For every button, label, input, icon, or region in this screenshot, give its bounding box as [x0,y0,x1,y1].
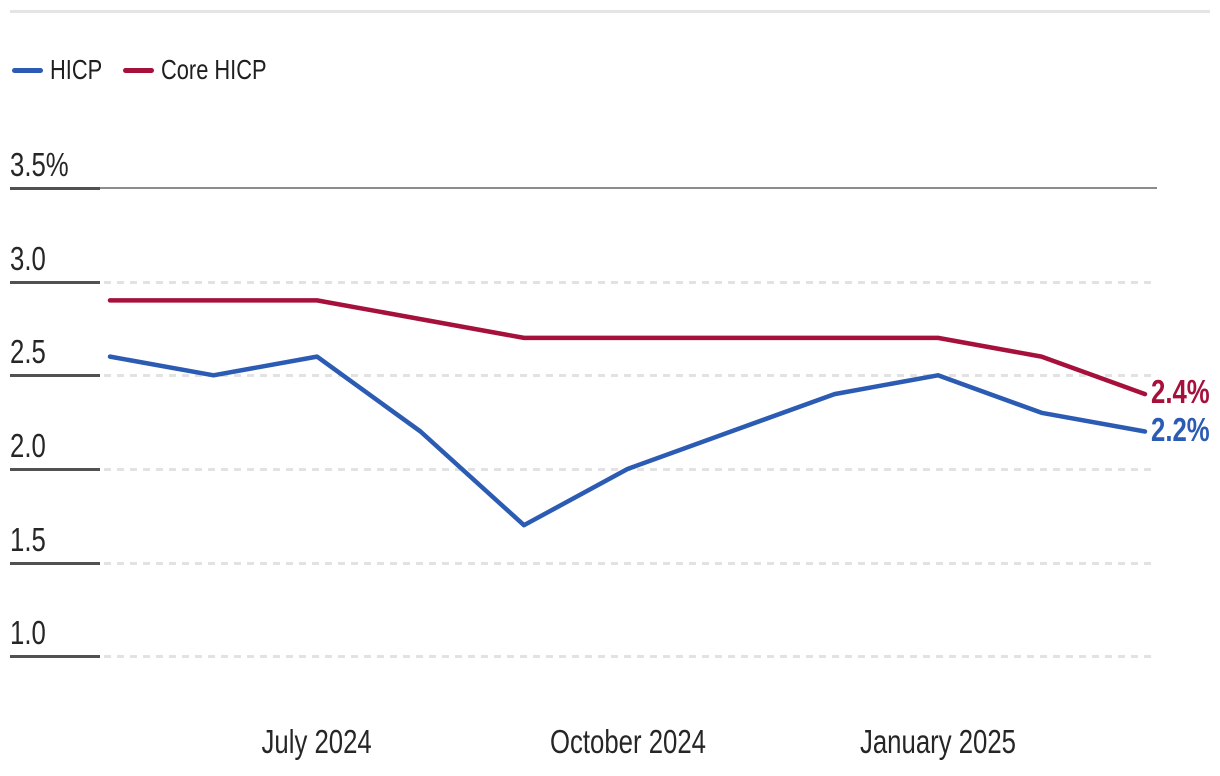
x-tick-label-january-2025: January 2025 [808,725,1068,758]
legend-item-core-hicp: Core HICP [123,56,296,84]
x-tick-label-october-2024: October 2024 [498,725,758,758]
legend-label: HICP [50,54,103,85]
top-divider [10,10,1210,13]
gridline-2.5 [104,374,1157,378]
y-tick-label-1.5: 1.5 [10,520,46,558]
x-tick-label-text: January 2025 [859,723,1016,760]
legend-item-hicp: HICP [12,56,117,84]
y-tick-label-3.5: 3.5% [10,146,69,183]
gridline-3.5 [100,187,1157,189]
axis-tick-1 [10,655,100,659]
gridline-1 [104,655,1157,659]
series-end-label-core-hicp: 2.4% [1151,373,1210,411]
series-line-core-hicp [107,298,1148,397]
gridline-1.5 [104,561,1157,565]
x-tick-label-july-2024: July 2024 [187,725,447,758]
axis-tick-3.5 [10,187,100,190]
y-tick-label-2: 2.0 [10,426,46,464]
gridline-3 [104,280,1157,284]
axis-tick-2.5 [10,374,100,378]
y-tick-label-2.5: 2.5 [10,333,46,371]
legend-label: Core HICP [161,54,267,85]
axis-tick-1.5 [10,561,100,565]
axis-tick-3 [10,280,100,284]
x-tick-label-text: July 2024 [261,723,373,760]
y-tick-label-3: 3.0 [10,239,46,277]
series-line-hicp [107,354,1148,528]
y-tick-label-1: 1.0 [10,614,46,652]
x-tick-label-text: October 2024 [549,723,706,760]
legend-swatch-core-hicp [123,67,154,73]
legend-swatch-hicp [12,67,43,73]
axis-tick-2 [10,467,100,471]
series-end-label-hicp: 2.2% [1151,410,1210,448]
